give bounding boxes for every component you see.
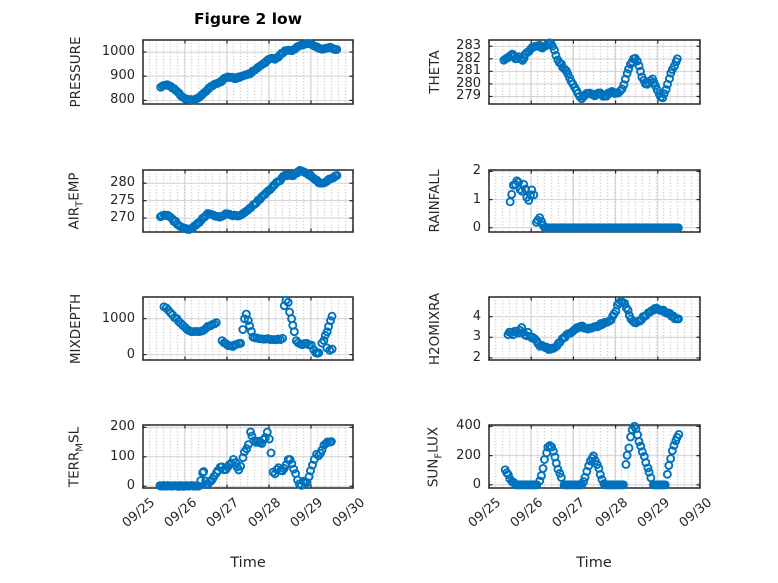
subplot-terr_msl bbox=[142, 424, 354, 491]
x-tick-label: 09/28 bbox=[245, 495, 284, 531]
y-tick-label: 1000 bbox=[101, 44, 135, 60]
data-points-pressure bbox=[156, 39, 342, 105]
subplot-air_temp bbox=[142, 165, 354, 234]
data-points-sun_flux bbox=[500, 421, 684, 490]
y-tick-label: 4 bbox=[472, 308, 481, 324]
y-tick-label: 800 bbox=[110, 92, 135, 108]
x-tick-label: 09/26 bbox=[161, 495, 200, 531]
x-tick-label: 09/28 bbox=[592, 495, 631, 531]
y-tick-label: 900 bbox=[110, 68, 135, 84]
y-tick-label: 1000 bbox=[101, 310, 135, 326]
y-tick-label: 0 bbox=[472, 219, 481, 235]
x-tick-label: 09/25 bbox=[465, 495, 504, 531]
x-tick-label: 09/29 bbox=[287, 495, 326, 531]
y-axis-label-terr_msl: TERRMSL bbox=[66, 426, 86, 487]
y-axis-label-h2omixra: H2OMIXRA bbox=[427, 292, 443, 365]
data-points-air_temp bbox=[156, 165, 342, 234]
x-tick-label: 09/25 bbox=[119, 495, 158, 531]
y-tick-label: 280 bbox=[456, 75, 481, 91]
subplot-mixdepth bbox=[142, 295, 354, 361]
data-points-terr_msl bbox=[155, 427, 336, 491]
x-axis-label-left: Time bbox=[230, 555, 266, 571]
y-tick-label: 270 bbox=[110, 210, 135, 226]
y-tick-label: 282 bbox=[456, 50, 481, 66]
data-points-theta bbox=[499, 38, 682, 104]
y-tick-label: 280 bbox=[110, 175, 135, 191]
y-axis-label-sun_flux: SUNFLUX bbox=[425, 426, 445, 487]
y-axis-label-air_temp: AIRTEMP bbox=[66, 172, 86, 230]
x-tick-label: 09/27 bbox=[550, 495, 589, 531]
y-axis-label-mixdepth: MIXDEPTH bbox=[68, 293, 84, 364]
y-tick-label: 279 bbox=[456, 88, 481, 104]
y-axis-label-theta: THETA bbox=[427, 50, 443, 94]
x-axis-label-right: Time bbox=[576, 555, 612, 571]
x-tick-label: 09/29 bbox=[634, 495, 673, 531]
y-axis-label-rainfall: RAINFALL bbox=[427, 169, 443, 233]
data-points-h2omixra bbox=[503, 296, 683, 354]
y-tick-label: 0 bbox=[126, 478, 135, 494]
x-tick-label: 09/30 bbox=[676, 495, 715, 531]
subplot-pressure bbox=[142, 39, 354, 105]
y-tick-label: 200 bbox=[110, 419, 135, 435]
subplot-sun_flux bbox=[488, 421, 701, 490]
y-tick-label: 0 bbox=[472, 476, 481, 492]
y-tick-label: 283 bbox=[456, 38, 481, 54]
x-tick-label: 09/26 bbox=[507, 495, 547, 531]
figure-title: Figure 2 low bbox=[193, 10, 303, 28]
x-tick-label: 09/27 bbox=[203, 495, 242, 531]
y-tick-label: 100 bbox=[110, 448, 135, 464]
y-tick-label: 2 bbox=[472, 163, 481, 179]
y-tick-label: 281 bbox=[456, 63, 481, 79]
subplot-rainfall bbox=[488, 169, 701, 233]
y-tick-label: 1 bbox=[472, 191, 481, 207]
y-axis-label-pressure: PRESSURE bbox=[68, 36, 84, 108]
subplot-theta bbox=[488, 38, 701, 105]
x-tick-label: 09/30 bbox=[329, 495, 368, 531]
y-tick-label: 200 bbox=[456, 447, 481, 463]
y-tick-label: 400 bbox=[456, 418, 481, 434]
data-points-mixdepth bbox=[159, 295, 337, 358]
y-tick-label: 2 bbox=[472, 349, 481, 365]
y-tick-label: 0 bbox=[126, 346, 135, 362]
data-points-rainfall bbox=[505, 176, 683, 233]
y-tick-label: 275 bbox=[110, 192, 135, 208]
subplot-h2omixra bbox=[488, 296, 701, 361]
y-tick-label: 3 bbox=[472, 329, 481, 345]
